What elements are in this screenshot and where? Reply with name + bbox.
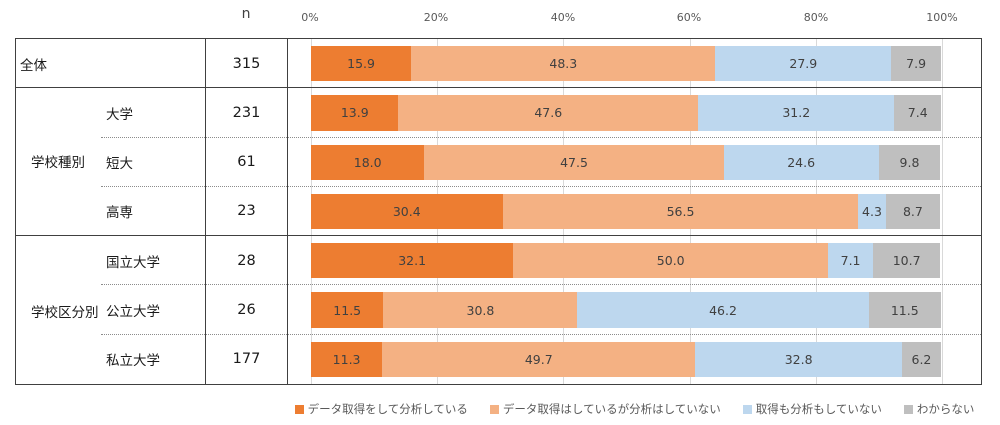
- row-label-cell: 国立大学: [16, 236, 206, 286]
- bar-segment: 18.0: [311, 144, 425, 180]
- bar-segment: 24.6: [723, 144, 879, 180]
- table-row-kosen: 高専 23 30.4 56.5 4.3 8.7: [16, 185, 981, 237]
- bar-segment: 7.4: [894, 95, 941, 131]
- table-row-zentai: 全体 315 15.9 48.3 27.9 7.9: [16, 39, 981, 89]
- chart-rows: 全体 315 15.9 48.3 27.9 7.9 大学 231 13.9 47.6 31…: [16, 39, 981, 384]
- axis-tick-100: 100%: [926, 11, 958, 24]
- row-label-cell: 全体: [16, 39, 206, 89]
- bar-segment: 7.1: [828, 243, 873, 279]
- stacked-bar: 15.9 48.3 27.9 7.9: [311, 46, 941, 82]
- n-value: 28: [206, 236, 288, 286]
- row-label: 公立大学: [106, 304, 160, 321]
- row-label-cell: 短大: [16, 137, 206, 187]
- n-value: 23: [206, 186, 288, 237]
- bar-segment: 11.5: [868, 292, 941, 328]
- bar-segment: 47.6: [398, 95, 699, 131]
- n-value: 315: [206, 39, 288, 89]
- bar-segment: 32.8: [695, 341, 902, 377]
- bar-segment: 9.8: [878, 144, 941, 180]
- bar-segment: 48.3: [411, 46, 716, 82]
- stacked-bar: 32.1 50.0 7.1 10.7: [311, 243, 941, 279]
- bar-segment: 46.2: [577, 292, 869, 328]
- n-value: 231: [206, 88, 288, 138]
- stacked-bar: 11.5 30.8 46.2 11.5: [311, 292, 941, 328]
- table-row-koritsu: 公立大学 26 11.5 30.8 46.2 11.5: [16, 284, 981, 335]
- stacked-bar: 11.3 49.7 32.8 6.2: [311, 341, 941, 377]
- bar-segment: 4.3: [858, 193, 886, 230]
- row-label: 短大: [106, 156, 133, 173]
- bar-segment: 27.9: [715, 46, 892, 82]
- chart-cell: 15.9 48.3 27.9 7.9: [288, 39, 981, 88]
- legend-item-series-3: 取得も分析もしていない: [742, 401, 882, 417]
- n-value: 177: [206, 334, 288, 384]
- group-label-school-type: 学校種別: [31, 155, 85, 171]
- legend-item-series-1: データ取得をして分析している: [294, 401, 468, 417]
- bar-segment: 56.5: [502, 193, 859, 230]
- axis-tick-20: 20%: [423, 11, 449, 24]
- table-row-daigaku: 大学 231 13.9 47.6 31.2 7.4: [16, 87, 981, 138]
- n-column-header: n: [241, 6, 251, 22]
- legend-swatch-icon: [489, 404, 499, 414]
- row-label-cell: 大学: [16, 88, 206, 138]
- chart-cell: 11.5 30.8 46.2 11.5: [288, 285, 981, 334]
- legend-swatch-icon: [903, 404, 913, 414]
- bar-segment: 31.2: [698, 95, 895, 131]
- bar-segment: 50.0: [513, 243, 829, 279]
- bar-segment: 11.3: [311, 341, 383, 377]
- bar-segment: 6.2: [901, 341, 941, 377]
- row-label: 全体: [20, 57, 47, 74]
- row-label: 大学: [106, 106, 133, 123]
- bar-segment: 32.1: [311, 243, 514, 279]
- legend-item-series-2: データ取得はしているが分析はしていない: [489, 401, 721, 417]
- axis-tick-0: 0%: [301, 11, 319, 24]
- bar-segment: 11.5: [311, 292, 384, 328]
- bar-segment: 30.8: [383, 292, 578, 328]
- chart-cell: 32.1 50.0 7.1 10.7: [288, 236, 981, 285]
- legend-swatch-icon: [294, 404, 304, 414]
- bar-segment: 8.7: [885, 193, 941, 230]
- axis-tick-60: 60%: [676, 11, 702, 24]
- bar-segment: 49.7: [382, 341, 696, 377]
- row-label: 高専: [106, 205, 133, 222]
- group-label-school-category: 学校区分別: [31, 305, 99, 321]
- legend-label: わからない: [916, 402, 975, 416]
- chart-cell: 18.0 47.5 24.6 9.8: [288, 138, 981, 187]
- row-label: 私立大学: [106, 353, 160, 370]
- legend-label: 取得も分析もしていない: [755, 402, 882, 416]
- row-label-cell: 私立大学: [16, 334, 206, 384]
- row-label-cell: 高専: [16, 186, 206, 237]
- legend: データ取得をして分析している データ取得はしているが分析はしていない 取得も分析…: [287, 401, 982, 417]
- row-label-cell: 公立大学: [16, 285, 206, 335]
- n-value: 26: [206, 285, 288, 335]
- table-row-tandai: 短大 61 18.0 47.5 24.6 9.8: [16, 136, 981, 187]
- bar-segment: 7.9: [891, 46, 941, 82]
- bar-segment: 10.7: [872, 243, 941, 279]
- table-row-kokuritsu: 国立大学 28 32.1 50.0 7.1 10.7: [16, 235, 981, 286]
- stacked-bar: 13.9 47.6 31.2 7.4: [311, 95, 941, 131]
- chart-cell: 13.9 47.6 31.2 7.4: [288, 88, 981, 137]
- bar-segment: 30.4: [311, 193, 503, 230]
- legend-label: データ取得をして分析している: [307, 402, 468, 416]
- axis-tick-40: 40%: [550, 11, 576, 24]
- chart-table: 全体 315 15.9 48.3 27.9 7.9 大学 231 13.9 47.6 31…: [15, 38, 982, 385]
- legend-swatch-icon: [742, 404, 752, 414]
- row-label: 国立大学: [106, 254, 160, 271]
- axis-tick-80: 80%: [803, 11, 829, 24]
- gridline: [942, 39, 943, 384]
- legend-item-series-4: わからない: [903, 401, 975, 417]
- legend-label: データ取得はしているが分析はしていない: [502, 402, 721, 416]
- bar-segment: 47.5: [424, 144, 724, 180]
- n-value: 61: [206, 137, 288, 187]
- bar-segment: 15.9: [311, 46, 412, 82]
- chart-cell: 30.4 56.5 4.3 8.7: [288, 187, 981, 236]
- stacked-bar: 30.4 56.5 4.3 8.7: [311, 193, 941, 230]
- chart-cell: 11.3 49.7 32.8 6.2: [288, 335, 981, 384]
- stacked-bar: 18.0 47.5 24.6 9.8: [311, 144, 941, 180]
- table-row-shiritsu: 私立大学 177 11.3 49.7 32.8 6.2: [16, 333, 981, 384]
- bar-segment: 13.9: [311, 95, 399, 131]
